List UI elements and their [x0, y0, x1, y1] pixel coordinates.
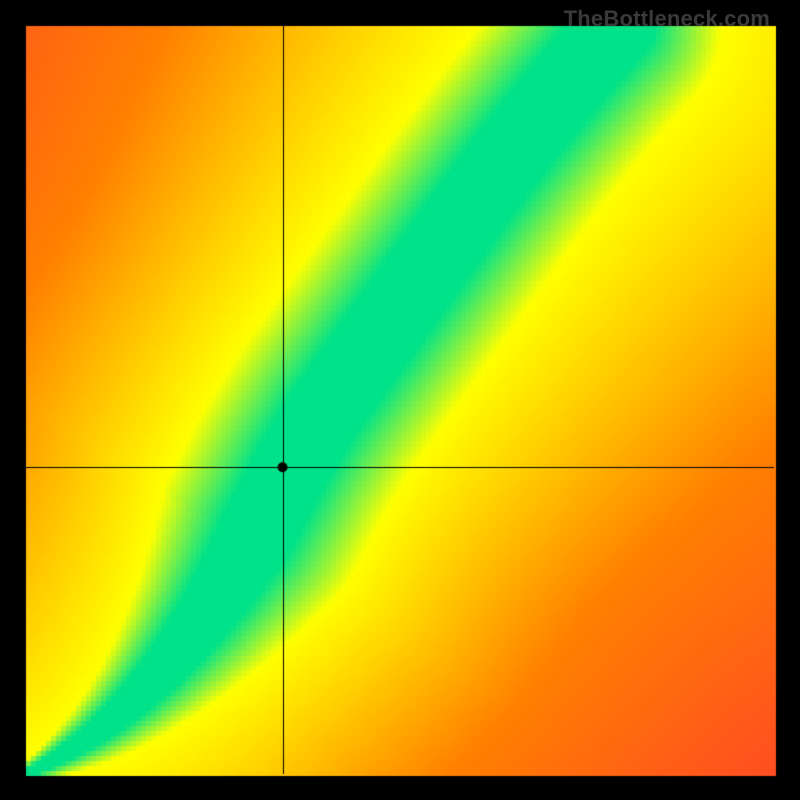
chart-container: TheBottleneck.com — [0, 0, 800, 800]
watermark-label: TheBottleneck.com — [564, 6, 770, 32]
heatmap-canvas — [0, 0, 800, 800]
